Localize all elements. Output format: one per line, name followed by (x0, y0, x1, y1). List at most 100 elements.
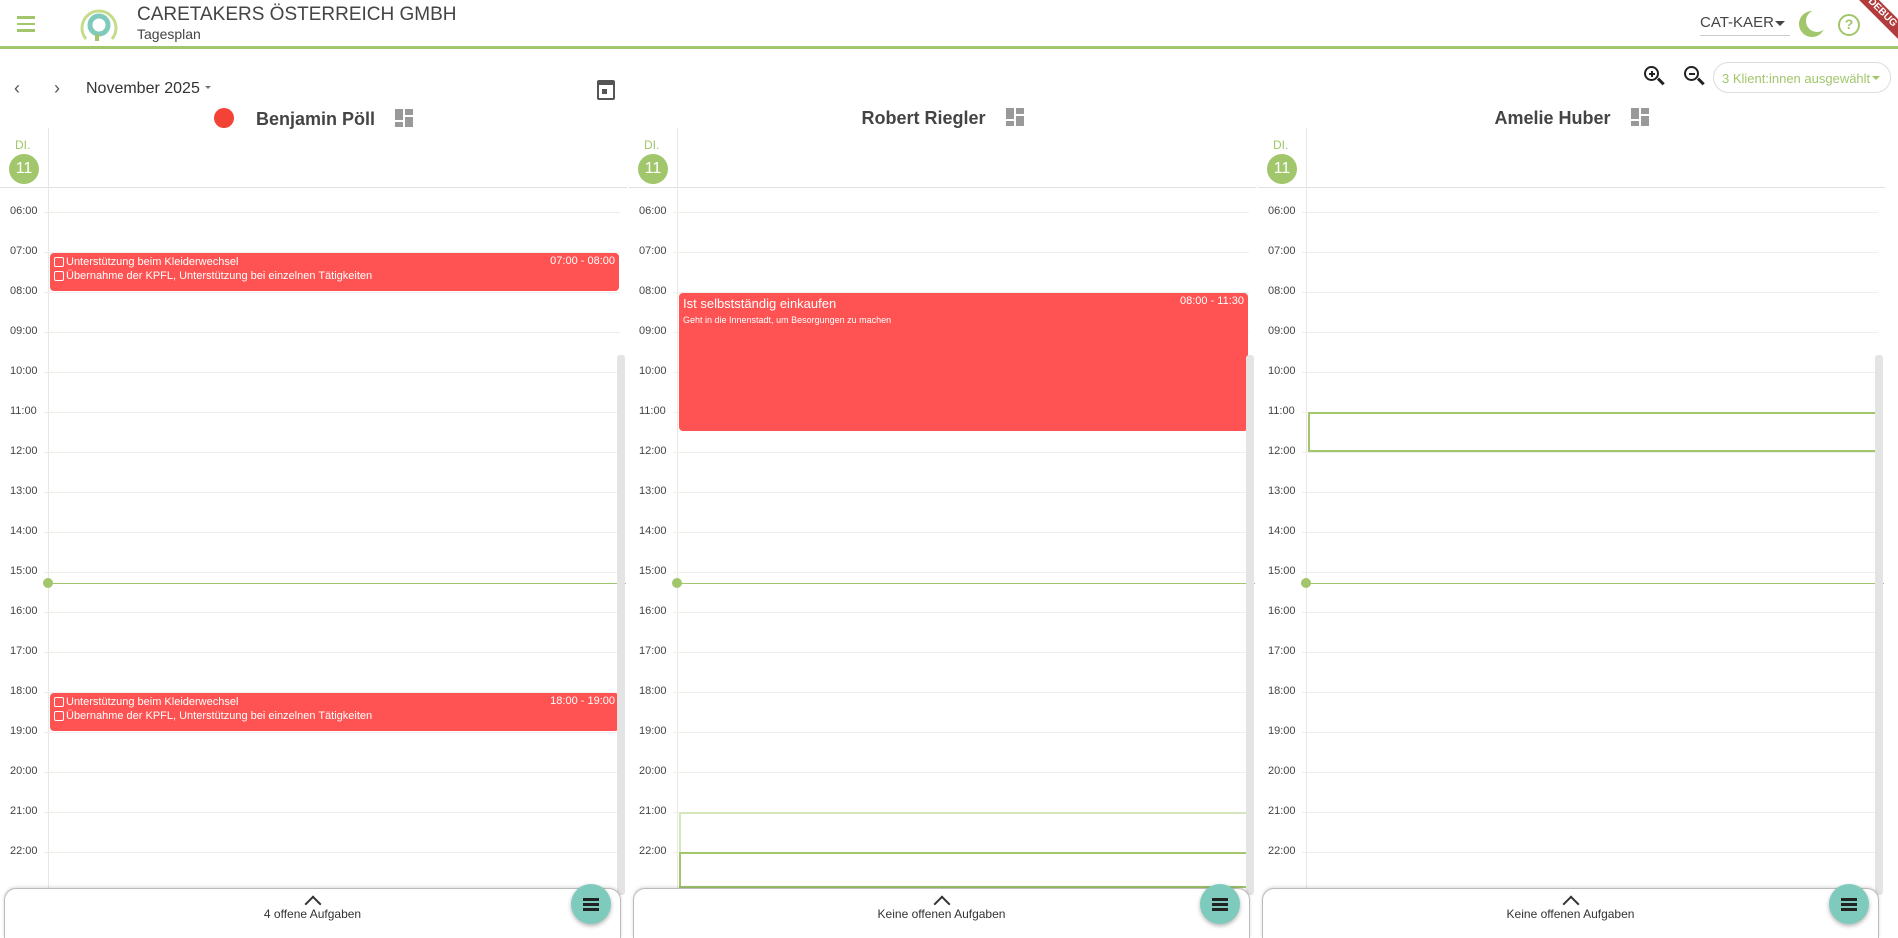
hour-line (1302, 732, 1878, 733)
day-number[interactable]: 11 (9, 154, 39, 184)
prev-button[interactable]: ‹ (14, 78, 20, 98)
checkbox-icon[interactable] (54, 697, 64, 707)
hour-line (44, 492, 620, 493)
divider (1306, 128, 1307, 888)
tasks-panel[interactable]: Keine offenen Aufgaben (633, 888, 1250, 938)
current-time-dot (1301, 578, 1311, 589)
divider (48, 128, 49, 888)
task-item[interactable]: Übernahme der KPFL, Unterstützung bei ei… (54, 269, 615, 283)
dashboard-icon[interactable] (1005, 108, 1024, 126)
hour-label: 22:00 (10, 845, 38, 857)
dark-mode-icon[interactable] (1806, 10, 1828, 32)
task-label: Übernahme der KPFL, Unterstützung bei ei… (66, 270, 373, 282)
hour-label: 19:00 (1268, 725, 1296, 737)
calendar-event[interactable]: 18:00 - 19:00 Unterstützung beim Kleiderw… (50, 693, 619, 731)
task-item[interactable]: Unterstützung beim Kleiderwechsel (54, 695, 615, 709)
scrollbar[interactable] (1875, 355, 1883, 895)
hour-label: 15:00 (10, 565, 38, 577)
current-time-dot (672, 578, 682, 589)
hour-line (673, 452, 1249, 453)
hour-line (1302, 812, 1878, 813)
hour-label: 08:00 (639, 285, 667, 297)
client-header: Robert Riegler (629, 108, 1256, 129)
event-time: 08:00 - 11:30 (1179, 295, 1244, 307)
tasks-panel[interactable]: Keine offenen Aufgaben (1262, 888, 1879, 938)
hour-label: 21:00 (639, 805, 667, 817)
hour-line (1302, 612, 1878, 613)
hour-label: 14:00 (639, 525, 667, 537)
tenant-select[interactable]: CAT-KAER (1700, 14, 1790, 36)
menu-fab-button[interactable] (571, 884, 611, 924)
dashboard-icon[interactable] (1630, 108, 1649, 126)
dashboard-icon[interactable] (395, 109, 414, 127)
hour-line (44, 612, 620, 613)
menu-fab-button[interactable] (1829, 884, 1869, 924)
hour-label: 18:00 (1268, 685, 1296, 697)
tasks-panel[interactable]: 4 offene Aufgaben (4, 888, 621, 938)
divider (629, 187, 1256, 188)
clients-select[interactable]: 3 Klient:innen ausgewählt (1713, 62, 1891, 93)
hour-line (1302, 852, 1878, 853)
hour-line (673, 492, 1249, 493)
hour-label: 18:00 (639, 685, 667, 697)
hour-label: 12:00 (1268, 445, 1296, 457)
hour-line (1302, 292, 1878, 293)
calendar-event[interactable]: 08:00 - 11:30 Ist selbstständig einkaufen… (679, 293, 1248, 431)
hour-line (44, 692, 620, 693)
hour-label: 14:00 (1268, 525, 1296, 537)
month-label: November 2025 (86, 80, 200, 97)
current-time-line (43, 578, 626, 589)
time-slot[interactable] (1308, 412, 1879, 452)
hour-line (44, 772, 620, 773)
scrollbar[interactable] (617, 355, 625, 895)
day-of-week: DI. (644, 138, 660, 152)
help-icon[interactable]: ? (1838, 14, 1860, 36)
hour-label: 11:00 (1268, 405, 1295, 417)
company-logo (80, 9, 118, 41)
client-column: Amelie Huber DI. 11 06:00 07:00 08:00 09:00 10:… (1258, 100, 1885, 938)
hour-line (1302, 332, 1878, 333)
task-label: Unterstützung beim Kleiderwechsel (66, 256, 239, 268)
hour-label: 11:00 (10, 405, 37, 417)
hour-line (44, 732, 620, 733)
hour-line (673, 732, 1249, 733)
day-number[interactable]: 11 (1267, 154, 1297, 184)
time-slot[interactable] (679, 812, 1250, 852)
event-description: Geht in die Innenstadt, um Besorgungen z… (683, 315, 892, 325)
org-name: CARETAKERS ÖSTERREICH GMBH (137, 4, 457, 25)
calendar-icon[interactable] (597, 80, 615, 100)
hour-line (44, 572, 620, 573)
hour-line (673, 772, 1249, 773)
hour-label: 22:00 (639, 845, 667, 857)
hour-label: 18:00 (10, 685, 38, 697)
scrollbar[interactable] (1246, 355, 1254, 895)
day-of-week: DI. (15, 138, 31, 152)
checkbox-icon[interactable] (54, 271, 64, 281)
divider (1258, 187, 1885, 188)
checkbox-icon[interactable] (54, 257, 64, 267)
hour-label: 11:00 (639, 405, 666, 417)
hour-line (1302, 772, 1878, 773)
client-column: Benjamin Pöll DI. 11 06:00 07:00 08:00 09:00 10… (0, 100, 627, 938)
hour-line (44, 852, 620, 853)
day-number[interactable]: 11 (638, 154, 668, 184)
hour-label: 10:00 (10, 365, 38, 377)
client-name: Amelie Huber (1494, 108, 1611, 128)
zoom-in-icon[interactable] (1644, 66, 1666, 88)
hour-line (673, 292, 1249, 293)
task-item[interactable]: Übernahme der KPFL, Unterstützung bei ei… (54, 709, 615, 723)
hour-line (1302, 452, 1878, 453)
hour-line (44, 652, 620, 653)
hour-label: 13:00 (1268, 485, 1296, 497)
next-button[interactable]: › (54, 78, 60, 98)
time-slot[interactable] (679, 852, 1250, 888)
month-picker[interactable]: November 2025 (86, 80, 211, 98)
task-item[interactable]: Unterstützung beim Kleiderwechsel (54, 255, 615, 269)
checkbox-icon[interactable] (54, 711, 64, 721)
menu-icon[interactable] (14, 12, 38, 36)
calendar-event[interactable]: 07:00 - 08:00 Unterstützung beim Kleiderw… (50, 253, 619, 291)
menu-fab-button[interactable] (1200, 884, 1240, 924)
zoom-out-icon[interactable] (1684, 66, 1706, 88)
client-name: Benjamin Pöll (255, 109, 376, 129)
event-time: 07:00 - 08:00 (550, 255, 615, 267)
